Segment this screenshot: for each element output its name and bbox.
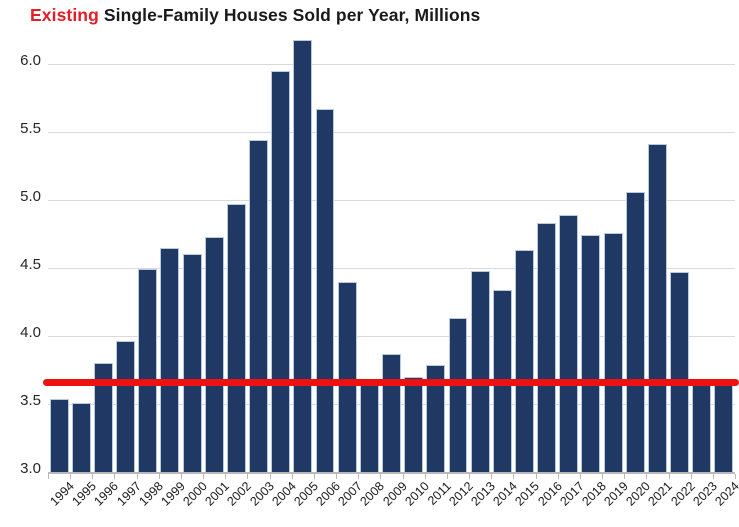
- y-tick-label: 4.0: [20, 324, 41, 341]
- x-axis-tick: [402, 474, 404, 479]
- bar-2007: [337, 281, 357, 472]
- bar-2021: [647, 144, 667, 472]
- x-axis-tick: [646, 474, 648, 479]
- bar-2015: [514, 250, 534, 472]
- x-axis-tick: [624, 474, 626, 479]
- x-axis-tick: [424, 474, 426, 479]
- x-axis-tick: [247, 474, 249, 479]
- x-axis-tick: [380, 474, 382, 479]
- y-tick-label: 3.5: [20, 392, 41, 409]
- y-tick-label: 3.0: [20, 460, 41, 477]
- x-axis-tick: [358, 474, 360, 479]
- bar-2023: [692, 383, 712, 472]
- x-axis-tick: [136, 474, 138, 479]
- x-axis-tick: [114, 474, 116, 479]
- x-axis-tick: [48, 474, 49, 479]
- gridline: [48, 131, 735, 133]
- bar-1996: [93, 363, 113, 472]
- x-axis-tick: [579, 474, 581, 479]
- y-tick-label: 6.0: [20, 52, 41, 69]
- bar-2000: [182, 254, 202, 472]
- bar-1999: [160, 247, 180, 472]
- gridline: [48, 199, 735, 201]
- x-axis-tick: [313, 474, 315, 479]
- bar-2004: [271, 70, 291, 472]
- bar-2003: [249, 140, 268, 472]
- x-axis-tick: [602, 474, 604, 479]
- bar-1994: [49, 398, 69, 472]
- x-axis-tick: [513, 474, 515, 479]
- bar-2008: [359, 384, 379, 472]
- bar-2024: [714, 382, 734, 472]
- x-axis-tick: [336, 474, 338, 479]
- bar-2017: [559, 214, 579, 472]
- bar-2013: [470, 270, 490, 472]
- chart-title-rest: Single-Family Houses Sold per Year, Mill…: [98, 5, 481, 25]
- bar-2010: [404, 376, 424, 472]
- x-axis-tick: [668, 474, 670, 479]
- bar-2009: [382, 353, 401, 472]
- chart-title-highlight: Existing: [30, 5, 99, 25]
- x-axis-tick: [269, 474, 271, 479]
- bar-2002: [226, 204, 246, 472]
- x-axis-tick: [203, 474, 205, 479]
- chart-title: Existing Single-Family Houses Sold per Y…: [30, 5, 480, 26]
- x-axis-tick: [180, 474, 182, 479]
- x-axis-tick: [291, 474, 293, 479]
- gridline: [48, 267, 735, 269]
- reference-line: [43, 378, 739, 386]
- bar-2020: [625, 191, 645, 472]
- bar-2022: [670, 272, 690, 472]
- x-axis-tick: [735, 474, 736, 479]
- gridline: [48, 335, 735, 337]
- bar-2018: [581, 235, 601, 472]
- x-axis-tick: [158, 474, 160, 479]
- x-axis-tick: [70, 474, 72, 479]
- x-axis-tick: [92, 474, 94, 479]
- bar-1997: [116, 341, 136, 472]
- x-axis-tick: [491, 474, 493, 479]
- gridline: [48, 63, 735, 65]
- bar-2005: [293, 39, 313, 472]
- x-axis-tick: [535, 474, 537, 479]
- y-tick-label: 5.5: [20, 120, 41, 137]
- x-axis-tick: [469, 474, 471, 479]
- bar-2012: [448, 318, 468, 472]
- x-axis-tick: [557, 474, 559, 479]
- y-tick-label: 5.0: [20, 188, 41, 205]
- x-axis-tick: [690, 474, 692, 479]
- x-axis-tick: [446, 474, 448, 479]
- bar-1998: [138, 269, 158, 472]
- bar-2019: [603, 232, 623, 472]
- bar-1995: [71, 402, 91, 472]
- y-tick-label: 4.5: [20, 256, 41, 273]
- x-axis-tick: [225, 474, 227, 479]
- x-axis-tick: [712, 474, 714, 479]
- bar-2006: [315, 108, 335, 472]
- plot-area: [48, 30, 735, 474]
- bar-2001: [204, 236, 224, 472]
- bar-2016: [537, 223, 557, 472]
- bar-2011: [426, 364, 446, 472]
